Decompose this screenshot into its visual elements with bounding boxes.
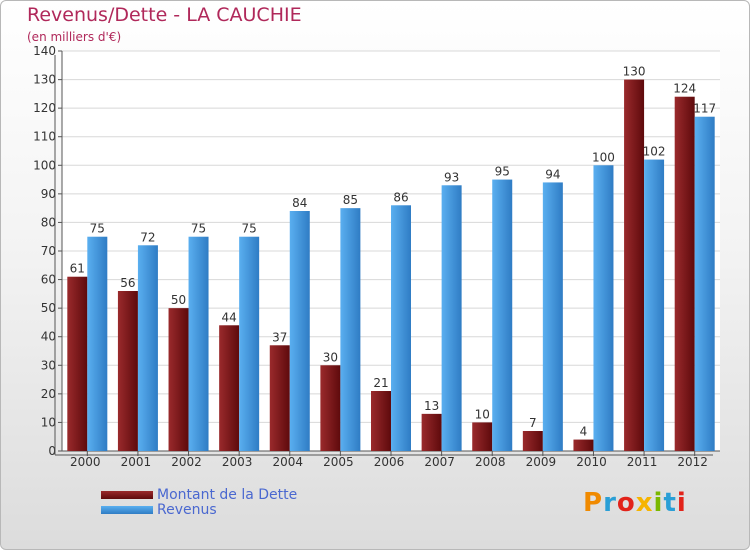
x-tick-label: 2006 xyxy=(374,455,405,469)
x-tick-label: 2001 xyxy=(121,455,152,469)
data-label-revenus-2002: 75 xyxy=(191,222,206,236)
data-label-revenus-2010: 100 xyxy=(592,150,615,164)
data-label-revenus-2001: 72 xyxy=(140,230,155,244)
data-label-dette-2007: 13 xyxy=(424,399,439,413)
y-tick-label: 120 xyxy=(33,101,56,115)
x-tick-label: 2007 xyxy=(424,455,455,469)
x-tick-label: 2009 xyxy=(526,455,557,469)
y-tick-label: 110 xyxy=(33,130,56,144)
logo-letter: t xyxy=(663,488,677,518)
bar-dette-2011 xyxy=(624,79,645,452)
bar-revenus-2011 xyxy=(644,159,665,452)
bar-dette-2008 xyxy=(472,422,493,451)
bar-revenus-2012 xyxy=(694,116,715,451)
legend-label-dette: Montant de la Dette xyxy=(157,487,298,503)
y-tick-label: 80 xyxy=(41,215,56,229)
bar-dette-2007 xyxy=(421,413,442,451)
y-tick-label: 50 xyxy=(41,301,56,315)
y-tick-label: 60 xyxy=(41,273,56,287)
logo-letter: r xyxy=(603,488,617,518)
y-tick-label: 40 xyxy=(41,330,56,344)
chart-subtitle: (en milliers d'€) xyxy=(27,30,122,44)
bar-revenus-2002 xyxy=(188,236,209,451)
bar-dette-2005 xyxy=(320,365,341,451)
legend-swatch-revenus xyxy=(101,506,153,514)
data-label-dette-2011: 130 xyxy=(623,65,646,79)
data-label-revenus-2000: 75 xyxy=(90,222,105,236)
x-tick-label: 2012 xyxy=(677,455,708,469)
bar-dette-2000 xyxy=(67,276,88,451)
data-label-revenus-2011: 102 xyxy=(643,145,666,159)
y-tick-label: 20 xyxy=(41,387,56,401)
data-label-dette-2005: 30 xyxy=(323,350,338,364)
bar-revenus-2000 xyxy=(87,236,108,451)
bar-dette-2006 xyxy=(371,391,391,451)
data-label-dette-2000: 61 xyxy=(70,262,85,276)
logo-letter: P xyxy=(583,488,604,518)
bar-dette-2001 xyxy=(117,291,138,451)
data-label-revenus-2006: 86 xyxy=(393,190,408,204)
bar-revenus-2003 xyxy=(239,236,260,451)
logo-letter: o xyxy=(616,488,636,518)
y-tick-label: 0 xyxy=(48,444,56,458)
bar-dette-2012 xyxy=(674,96,695,451)
bar-revenus-2005 xyxy=(340,208,361,451)
bar-revenus-2006 xyxy=(391,205,411,451)
data-label-revenus-2005: 85 xyxy=(343,193,358,207)
bar-revenus-2010 xyxy=(593,165,614,452)
bar-revenus-2008 xyxy=(492,179,513,452)
data-label-revenus-2008: 95 xyxy=(495,165,510,179)
x-tick-label: 2008 xyxy=(475,455,506,469)
x-tick-label: 2011 xyxy=(627,455,658,469)
x-tick-label: 2004 xyxy=(272,455,303,469)
data-label-dette-2004: 37 xyxy=(272,330,287,344)
logo-letter: i xyxy=(676,488,687,518)
y-tick-label: 90 xyxy=(41,187,56,201)
data-label-dette-2012: 124 xyxy=(673,82,696,96)
data-label-dette-2008: 10 xyxy=(475,407,490,421)
x-tick-label: 2003 xyxy=(222,455,253,469)
legend-label-revenus: Revenus xyxy=(157,502,217,518)
bar-dette-2003 xyxy=(219,325,240,451)
data-label-dette-2001: 56 xyxy=(120,276,135,290)
x-tick-label: 2010 xyxy=(576,455,607,469)
data-label-dette-2002: 50 xyxy=(171,293,186,307)
legend-swatch-dette xyxy=(101,491,153,499)
x-tick-label: 2000 xyxy=(70,455,101,469)
data-label-revenus-2012: 117 xyxy=(693,102,716,116)
data-label-dette-2010: 4 xyxy=(580,425,588,439)
y-tick-label: 30 xyxy=(41,358,56,372)
proxiti-logo: Proxiti xyxy=(583,488,687,518)
y-tick-label: 130 xyxy=(33,73,56,87)
logo-letter: i xyxy=(653,488,664,518)
bar-dette-2009 xyxy=(522,431,543,451)
bar-revenus-2001 xyxy=(137,245,158,451)
data-label-dette-2006: 21 xyxy=(373,376,388,390)
y-tick-label: 10 xyxy=(41,415,56,429)
y-tick-label: 140 xyxy=(33,44,56,58)
data-label-dette-2003: 44 xyxy=(222,310,237,324)
y-tick-label: 70 xyxy=(41,244,56,258)
bar-dette-2010 xyxy=(573,439,594,451)
x-tick-label: 2005 xyxy=(323,455,354,469)
bar-dette-2004 xyxy=(269,345,290,451)
y-tick-label: 100 xyxy=(33,158,56,172)
data-label-revenus-2009: 94 xyxy=(545,167,560,181)
bar-dette-2002 xyxy=(168,308,189,451)
data-label-revenus-2007: 93 xyxy=(444,170,459,184)
bar-revenus-2007 xyxy=(441,185,462,452)
data-label-dette-2009: 7 xyxy=(529,416,537,430)
data-label-revenus-2004: 84 xyxy=(292,196,307,210)
data-label-revenus-2003: 75 xyxy=(242,222,257,236)
chart-title: Revenus/Dette - LA CAUCHIE xyxy=(27,4,302,26)
bar-revenus-2009 xyxy=(542,182,563,451)
x-tick-label: 2002 xyxy=(171,455,202,469)
bar-revenus-2004 xyxy=(289,211,310,451)
logo-letter: x xyxy=(635,488,654,518)
